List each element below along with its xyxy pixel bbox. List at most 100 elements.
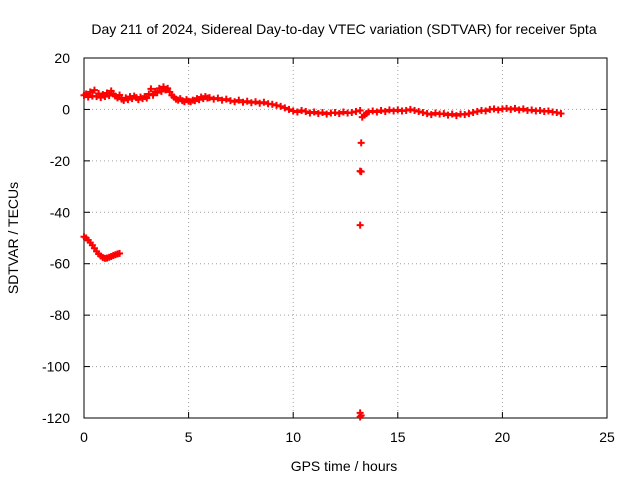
x-tick-label: 15 [390, 429, 406, 445]
data-point [235, 96, 243, 104]
y-tick-label: -20 [50, 153, 70, 169]
data-point [490, 105, 498, 113]
data-point [281, 104, 289, 112]
data-point [357, 139, 365, 147]
data-points [80, 83, 565, 421]
data-point [153, 89, 161, 97]
data-point [323, 110, 331, 118]
data-point [356, 413, 364, 421]
data-point [419, 109, 427, 117]
data-point [544, 107, 552, 115]
data-point [314, 110, 322, 118]
data-point [348, 109, 356, 117]
data-point [243, 97, 251, 105]
y-tick-label: -100 [42, 359, 70, 375]
chart-title: Day 211 of 2024, Sidereal Day-to-day VTE… [91, 21, 596, 37]
data-point [503, 104, 511, 112]
data-point [272, 101, 280, 109]
x-tick-label: 10 [285, 429, 301, 445]
data-point [247, 99, 255, 107]
data-point [536, 106, 544, 114]
data-point [427, 111, 435, 119]
data-point [373, 108, 381, 116]
data-point [385, 106, 393, 114]
x-tick-label: 20 [495, 429, 511, 445]
x-tick-label: 0 [80, 429, 88, 445]
data-point [528, 106, 536, 114]
data-point [415, 107, 423, 115]
y-tick-label: -40 [50, 204, 70, 220]
data-point [339, 108, 347, 116]
data-point [335, 110, 343, 118]
data-point [260, 98, 268, 106]
data-point [494, 106, 502, 114]
data-point [101, 93, 109, 101]
x-tick-label: 25 [599, 429, 615, 445]
data-point [306, 109, 314, 117]
y-tick-label: -120 [42, 410, 70, 426]
data-point [86, 88, 94, 96]
data-point [377, 106, 385, 114]
data-point [394, 106, 402, 114]
data-point [145, 90, 153, 98]
axis-layer: 0 5 10 15 20 25 -120 -100 -80 -60 -40 -20 0 20 [42, 50, 615, 445]
data-point [149, 91, 157, 99]
data-point [402, 106, 410, 114]
data-point [256, 99, 264, 107]
data-point [381, 107, 389, 115]
data-point [473, 107, 481, 115]
data-point [553, 109, 561, 117]
data-point [147, 85, 155, 93]
data-point [356, 221, 364, 229]
grid-layer [84, 58, 607, 418]
data-point [352, 107, 360, 115]
data-point [277, 102, 285, 110]
data-point [105, 92, 113, 100]
data-point [164, 84, 172, 92]
data-point [239, 98, 247, 106]
data-point [440, 110, 448, 118]
data-point [369, 107, 377, 115]
y-axis-label: SDTVAR / TECUs [5, 182, 21, 294]
data-point [289, 107, 297, 115]
data-point [116, 249, 124, 257]
data-point [90, 86, 98, 94]
data-point [452, 112, 460, 120]
x-axis-label: GPS time / hours [291, 458, 398, 474]
data-point [210, 95, 218, 103]
data-point [406, 105, 414, 113]
data-point [469, 109, 477, 117]
data-point [515, 106, 523, 114]
data-point [357, 168, 365, 176]
data-point [318, 109, 326, 117]
data-point [331, 109, 339, 117]
data-point [214, 94, 222, 102]
data-point [431, 109, 439, 117]
data-point [226, 97, 234, 105]
data-point [511, 104, 519, 112]
data-point [448, 110, 456, 118]
data-point [411, 106, 419, 114]
y-tick-label: -80 [50, 307, 70, 323]
data-point [356, 106, 364, 114]
data-point [222, 95, 230, 103]
data-point [293, 108, 301, 116]
data-point [444, 111, 452, 119]
data-point [519, 105, 527, 113]
data-point [84, 93, 92, 101]
y-tick-label: 20 [54, 50, 70, 66]
data-point [285, 105, 293, 113]
data-point [95, 89, 103, 97]
data-point [206, 94, 214, 102]
data-point [465, 110, 473, 118]
data-point [482, 107, 490, 115]
data-point [218, 96, 226, 104]
data-point [298, 106, 306, 114]
data-point [557, 110, 565, 118]
y-tick-label: 0 [62, 101, 70, 117]
data-point [310, 108, 318, 116]
data-point [507, 105, 515, 113]
